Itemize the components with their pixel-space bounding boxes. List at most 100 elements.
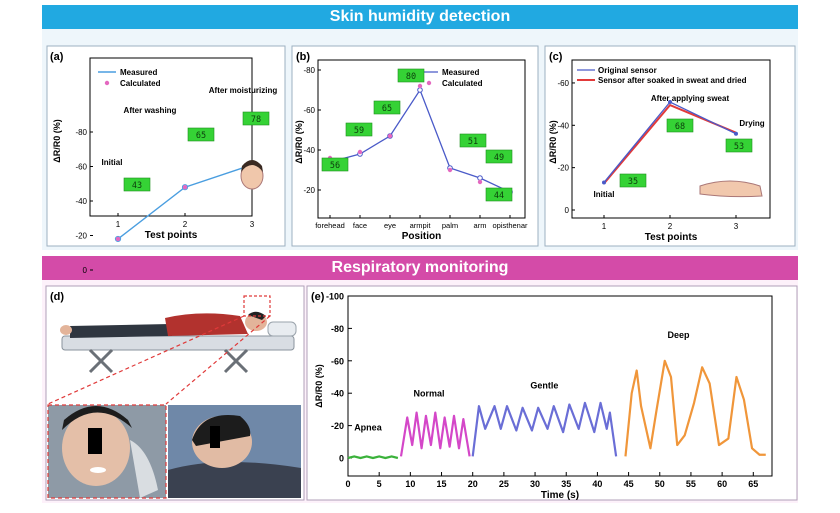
x-tick-label: 55	[686, 479, 696, 489]
y-tick-label: -20	[557, 164, 569, 173]
skin-humidity-title: Skin humidity detection	[42, 5, 798, 29]
x-tick-label: 45	[624, 479, 634, 489]
x-tick-label: 5	[377, 479, 382, 489]
y-tick-label: 0	[83, 266, 88, 275]
trace-apnea	[347, 455, 399, 460]
x-tick-label: 1	[602, 222, 607, 231]
lcd-display	[373, 100, 401, 115]
measured-point	[417, 87, 423, 93]
x-tick-label: 20	[468, 479, 478, 489]
label-deep: Deep	[667, 330, 690, 340]
x-axis-label: Position	[402, 231, 441, 242]
x-tick-label: 15	[437, 479, 447, 489]
lcd-reading: 49	[494, 153, 504, 163]
y-axis-label: ΔR/R0 (%)	[52, 119, 62, 162]
legend-measured-label: Measured	[120, 68, 157, 77]
y-axis-label: ΔR/R0 (%)	[548, 120, 558, 163]
legend-original-label: Original sensor	[598, 66, 657, 75]
lcd-display	[242, 111, 270, 126]
calculated-point	[447, 167, 453, 173]
lcd-reading: 43	[132, 181, 142, 191]
x-tick-label: 40	[592, 479, 602, 489]
legend-soaked-label: Sensor after soaked in sweat and dried	[598, 76, 747, 85]
plot-frame-b	[317, 59, 526, 219]
panel-label-a: (a)	[50, 51, 64, 63]
y-axis-label: ΔR/R0 (%)	[314, 364, 324, 407]
calculated-point	[417, 83, 423, 89]
zoom-box	[243, 295, 271, 317]
arm-icon	[699, 180, 763, 198]
chart-c: -60 -40 -20 0 1 2 3 Test points ΔR/R0 (%) Origina…	[548, 59, 771, 243]
x-tick-label: 60	[717, 479, 727, 489]
plot-frame-a	[89, 57, 253, 217]
lcd-display	[485, 187, 513, 202]
bed-illustration	[60, 311, 297, 374]
calculated-point	[357, 149, 363, 155]
trace-normal	[399, 411, 471, 457]
legend-calculated-marker	[104, 80, 110, 86]
y-tick-label: -60	[557, 79, 569, 88]
face-photo-right	[168, 405, 301, 498]
x-tick-label: arm	[474, 221, 487, 230]
x-tick-label: palm	[442, 221, 458, 230]
annotation-moisturizing: After moisturizing	[209, 86, 278, 95]
panel-label-e: (e)	[311, 291, 325, 303]
chart-e: -100 -80 -60 -40 -20 0 0 5 10 15 20 25 30 35 40 45 50 55 6…	[314, 292, 773, 501]
face-icon-hair	[241, 160, 263, 172]
face-photo-left	[47, 404, 167, 499]
x-tick-label: 2	[183, 220, 188, 229]
y-tick-label: -60	[75, 163, 87, 172]
lcd-display	[459, 133, 487, 148]
x-tick-label: face	[353, 221, 367, 230]
original-point	[602, 180, 606, 185]
x-axis-label: Time (s)	[541, 490, 579, 501]
lcd-display	[345, 122, 373, 137]
lcd-reading: 56	[330, 161, 340, 171]
lcd-display	[187, 127, 215, 142]
panel-a-frame	[46, 45, 286, 247]
x-tick-label: 65	[748, 479, 758, 489]
x-tick-label: 10	[405, 479, 415, 489]
lcd-display	[397, 68, 425, 83]
zoom-line-left	[47, 315, 245, 405]
lcd-reading: 44	[494, 191, 504, 201]
zoom-line-right	[165, 315, 271, 405]
x-tick-label: 3	[250, 220, 255, 229]
y-tick-label: -80	[303, 66, 315, 75]
lcd-reading: 65	[382, 104, 392, 114]
legend-calculated-label: Calculated	[442, 79, 483, 88]
y-tick-label: 0	[565, 206, 570, 215]
panel-label-c: (c)	[549, 51, 563, 63]
x-tick-label: 3	[734, 222, 739, 231]
x-tick-label: 35	[561, 479, 571, 489]
lcd-reading: 80	[406, 72, 416, 82]
calculated-point	[115, 236, 121, 242]
label-normal: Normal	[414, 388, 445, 398]
plot-frame-e	[347, 295, 773, 477]
annotation-drying: Drying	[739, 119, 764, 128]
chart-a: -80 -60 -40 -20 0 1 2 3 Test points ΔR/R0 (%) Meas…	[52, 57, 278, 275]
x-axis-label: Test points	[645, 232, 698, 243]
calculated-point	[477, 179, 483, 185]
lcd-reading: 78	[251, 115, 261, 125]
measured-point	[477, 175, 483, 181]
legend-calculated-marker	[426, 80, 432, 86]
lcd-reading: 35	[628, 177, 638, 187]
x-tick-label: 25	[499, 479, 509, 489]
legend-calculated-label: Calculated	[120, 79, 161, 88]
x-tick-label: armpit	[410, 221, 432, 230]
annotation-sweat: After applying sweat	[651, 94, 730, 103]
lcd-display	[321, 157, 349, 172]
x-tick-label: opisthenar	[492, 221, 528, 230]
panel-e-frame	[306, 285, 798, 501]
y-axis-label: ΔR/R0 (%)	[294, 120, 304, 163]
original-point	[734, 131, 738, 136]
lcd-display	[619, 173, 647, 188]
label-apnea: Apnea	[354, 422, 383, 432]
y-tick-label: -60	[331, 356, 344, 366]
y-tick-label: -100	[326, 292, 344, 302]
y-tick-label: -40	[75, 197, 87, 206]
x-tick-label: eye	[384, 221, 396, 230]
lcd-reading: 53	[734, 142, 744, 152]
